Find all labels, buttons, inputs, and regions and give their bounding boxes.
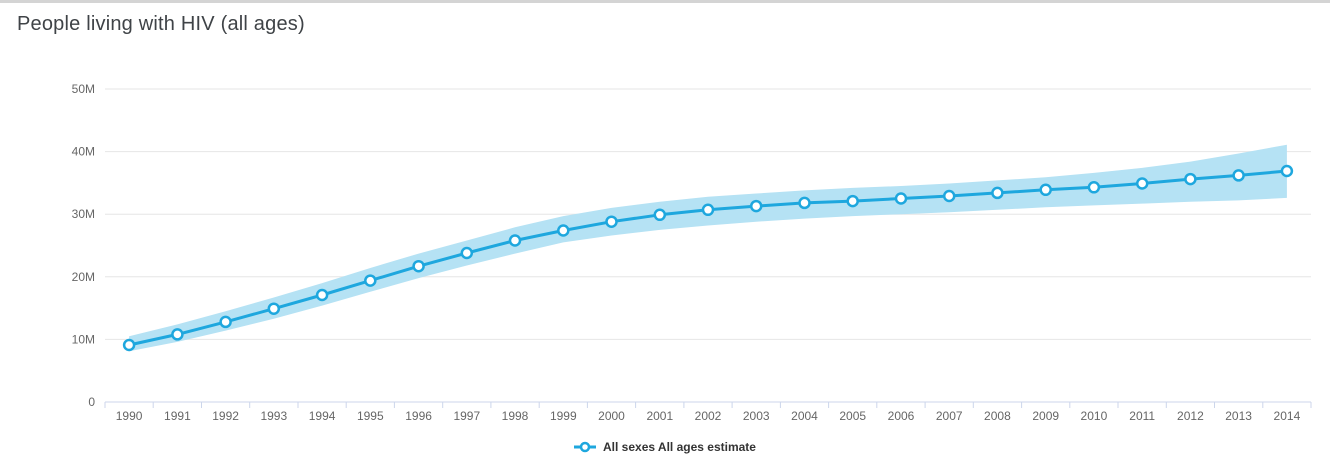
x-axis-label-2000: 2000: [598, 409, 625, 423]
data-point-2014[interactable]: [1280, 164, 1294, 178]
y-axis-label-20M: 20M: [72, 270, 95, 284]
data-point-1991[interactable]: [171, 328, 184, 341]
data-point-1990[interactable]: [122, 338, 136, 352]
x-axis-label-2013: 2013: [1225, 409, 1252, 423]
x-axis-label-1990: 1990: [116, 409, 143, 423]
data-point-2001[interactable]: [653, 208, 667, 222]
data-point-2013[interactable]: [1232, 169, 1245, 182]
data-point-2005[interactable]: [846, 194, 859, 208]
x-axis-label-2003: 2003: [743, 409, 770, 423]
data-point-1999[interactable]: [557, 224, 570, 237]
data-point-2004[interactable]: [798, 196, 811, 210]
y-axis-label-40M: 40M: [72, 145, 95, 159]
x-axis-label-1992: 1992: [212, 409, 239, 423]
data-point-2002[interactable]: [701, 203, 715, 217]
y-axis-label-0: 0: [88, 395, 95, 409]
x-axis-label-2009: 2009: [1032, 409, 1059, 423]
legend-item-all-sexes[interactable]: All sexes All ages estimate: [574, 440, 756, 454]
x-axis-label-2012: 2012: [1177, 409, 1204, 423]
x-axis-label-2008: 2008: [984, 409, 1011, 423]
x-axis-label-1998: 1998: [502, 409, 529, 423]
data-point-1995[interactable]: [364, 274, 377, 287]
x-axis-label-2001: 2001: [646, 409, 673, 423]
x-axis-label-2014: 2014: [1274, 409, 1301, 423]
band-group: [129, 144, 1287, 352]
data-point-2010[interactable]: [1087, 181, 1101, 194]
markers-group: [122, 164, 1294, 352]
x-axis-label-1991: 1991: [164, 409, 191, 423]
x-axis-label-2006: 2006: [888, 409, 915, 423]
data-point-2009[interactable]: [1039, 183, 1052, 197]
x-axis-label-2004: 2004: [791, 409, 818, 423]
x-axis-label-2005: 2005: [839, 409, 866, 423]
x-axis-label-1994: 1994: [309, 409, 336, 423]
chart-legend: All sexes All ages estimate: [0, 440, 1330, 454]
legend-label: All sexes All ages estimate: [603, 440, 756, 454]
x-axis-label-1999: 1999: [550, 409, 577, 423]
x-axis-label-1997: 1997: [453, 409, 480, 423]
data-point-1996[interactable]: [412, 259, 425, 273]
data-point-1998[interactable]: [508, 234, 522, 247]
data-point-2007[interactable]: [942, 189, 956, 203]
x-axis-label-1996: 1996: [405, 409, 432, 423]
chart-title: People living with HIV (all ages): [17, 13, 305, 35]
data-point-2008[interactable]: [991, 186, 1004, 200]
data-point-1994[interactable]: [315, 288, 329, 302]
data-point-1993[interactable]: [267, 302, 281, 315]
data-point-1997[interactable]: [460, 246, 474, 260]
x-axis-label-2002: 2002: [695, 409, 722, 423]
x-axis-label-2011: 2011: [1129, 409, 1155, 423]
data-point-2012[interactable]: [1184, 172, 1197, 186]
x-axis-label-1993: 1993: [260, 409, 287, 423]
y-axis-label-50M: 50M: [72, 82, 95, 96]
data-point-2011[interactable]: [1135, 177, 1149, 190]
labels-group: 0 10M 20M 30M 40M 50M 1990 1991 1992 1993 1994 1995…: [72, 82, 1301, 423]
legend-line-marker-icon: [574, 441, 596, 453]
x-axis-label-1995: 1995: [357, 409, 384, 423]
data-point-1992[interactable]: [219, 315, 232, 329]
data-point-2000[interactable]: [605, 215, 618, 228]
x-axis-label-2010: 2010: [1081, 409, 1108, 423]
axis-group: [104, 401, 1312, 408]
data-point-2006[interactable]: [894, 192, 908, 205]
top-border: [0, 0, 1330, 3]
data-point-2003[interactable]: [749, 199, 763, 213]
y-axis-label-10M: 10M: [72, 332, 95, 346]
uncertainty-band: [129, 144, 1287, 352]
y-axis-label-30M: 30M: [72, 207, 95, 221]
x-axis-label-2007: 2007: [936, 409, 963, 423]
